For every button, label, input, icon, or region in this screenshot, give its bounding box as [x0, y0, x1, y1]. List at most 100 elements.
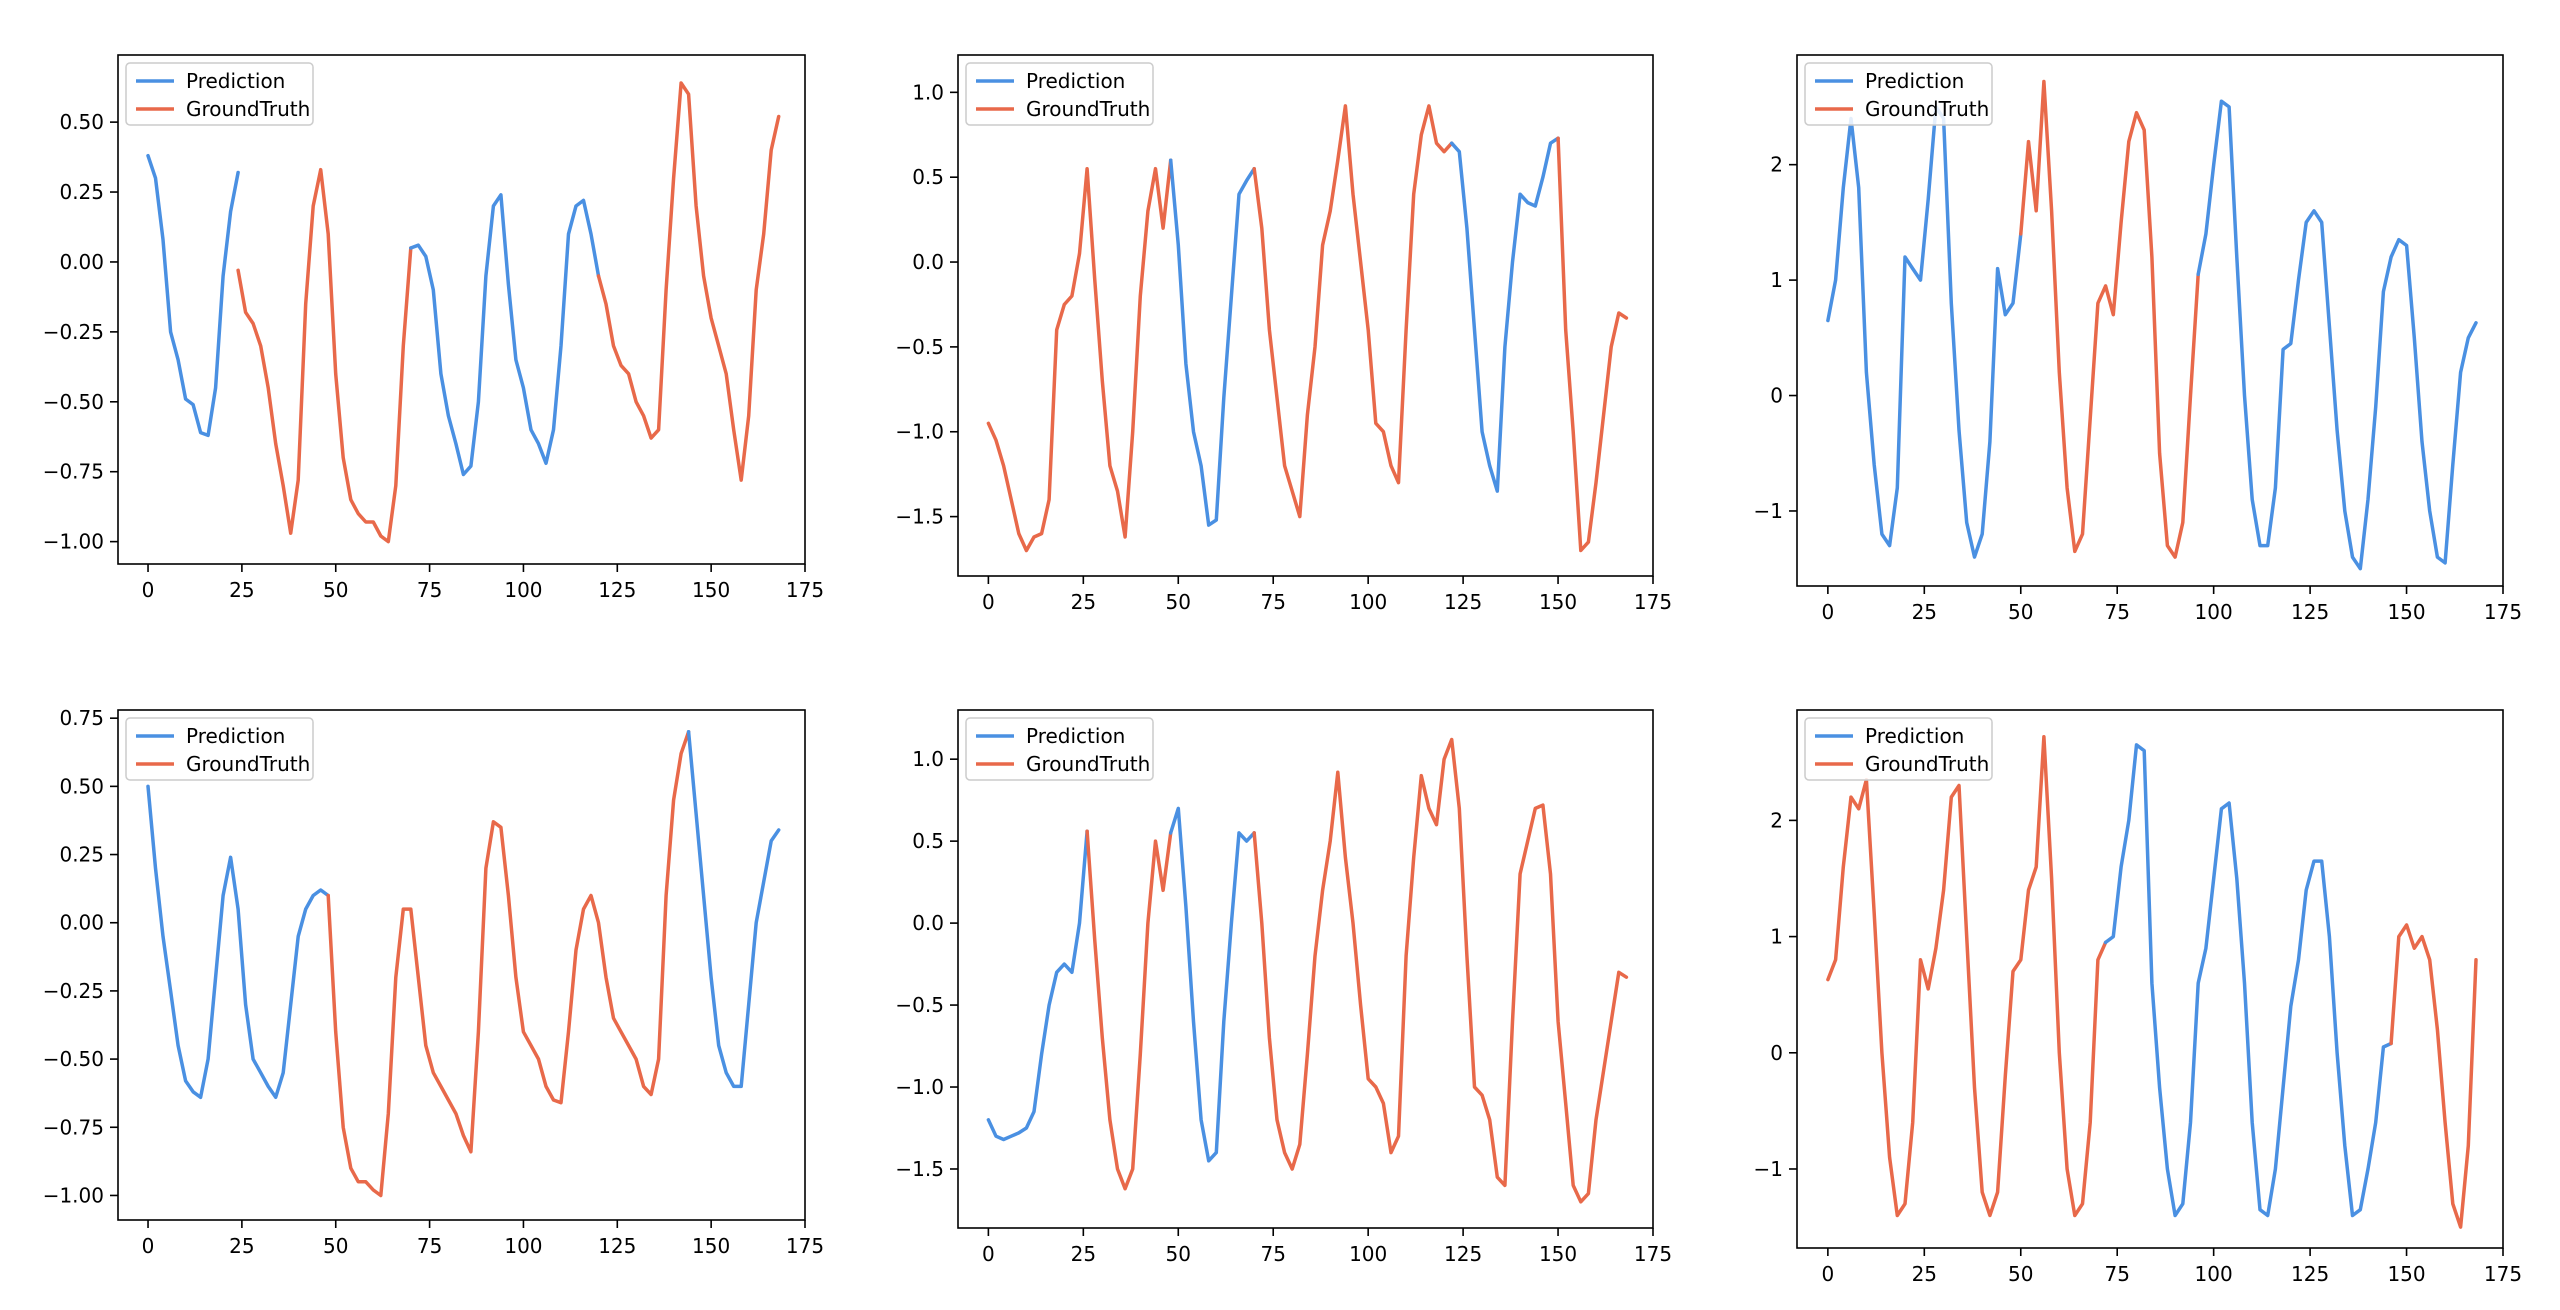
axes-frame: [117, 54, 806, 565]
y-tick-label: 0.5: [912, 829, 944, 853]
y-tick-label: 0.0: [912, 250, 944, 274]
y-tick-label: 0.25: [59, 180, 104, 204]
x-tick-label: 100: [504, 578, 542, 602]
groundtruth-legend-label: GroundTruth: [186, 752, 310, 776]
x-tick-label: 125: [2291, 600, 2329, 624]
prediction-series-line-1: [986, 829, 1089, 1142]
x-tick-label: 125: [1444, 590, 1482, 614]
x-tick-label: 175: [2484, 600, 2522, 624]
y-tick-label: −1.00: [43, 1183, 104, 1207]
x-tick-label: 175: [1634, 1242, 1672, 1266]
y-tick-label: 0.50: [59, 110, 104, 134]
x-tick-label: 150: [692, 578, 730, 602]
y-tick-label: 0.25: [59, 843, 104, 867]
x-tick-label: 175: [2484, 1262, 2522, 1286]
prediction-legend-label: Prediction: [1865, 724, 1964, 748]
y-tick-label: 0.5: [912, 165, 944, 189]
y-tick-label: 0: [1770, 1041, 1783, 1065]
groundtruth-series-line-1: [1826, 734, 2108, 1218]
y-tick-label: −0.5: [895, 335, 944, 359]
y-tick-label: 2: [1770, 808, 1783, 832]
groundtruth-series-line-2: [2019, 79, 2200, 559]
groundtruth-series-line-2: [326, 730, 691, 1198]
x-tick-label: 75: [417, 578, 442, 602]
legend: Prediction GroundTruth: [125, 717, 314, 781]
legend: Prediction GroundTruth: [1804, 62, 1993, 126]
groundtruth-series-line-1: [986, 158, 1173, 553]
prediction-series-line-3: [2196, 99, 2478, 571]
x-tick-label: 25: [1912, 1262, 1937, 1286]
x-tick-label: 75: [1260, 1242, 1285, 1266]
x-tick-label: 100: [1349, 1242, 1387, 1266]
prediction-series-line-1: [146, 153, 240, 438]
x-tick-label: 150: [1539, 1242, 1577, 1266]
groundtruth-series-line-2: [236, 167, 413, 544]
x-tick-label: 125: [598, 578, 636, 602]
chart-panel-2: 0 25 50 75 100 125 150 175 −1.5 −1.0 −0.5 0.0 0.5 1.0…: [895, 54, 1672, 614]
axes-frame: [957, 54, 1654, 577]
prediction-legend-label: Prediction: [186, 69, 285, 93]
prediction-series-line-3: [686, 730, 781, 1089]
axes-frame: [1796, 54, 2504, 587]
y-tick-label: −0.25: [43, 320, 104, 344]
x-tick-label: 50: [323, 578, 348, 602]
prediction-series-line-1: [1826, 105, 2023, 559]
chart-panel-5: 0 25 50 75 100 125 150 175 −1.5 −1.0 −0.5 0.0 0.5 1.0…: [895, 709, 1672, 1266]
prediction-series-line-4: [1449, 136, 1560, 493]
groundtruth-legend-label: GroundTruth: [1865, 97, 1989, 121]
y-tick-label: −0.5: [895, 993, 944, 1017]
x-tick-label: 100: [2195, 600, 2233, 624]
chart-panel-1: 0 25 50 75 100 125 150 175 −1.00 −0.75 −0.50 −0.25 0…: [43, 54, 824, 602]
y-tick-label: −0.75: [43, 1115, 104, 1139]
y-tick-label: 1.0: [912, 80, 944, 104]
axes-frame: [1796, 709, 2504, 1249]
x-tick-label: 75: [2104, 1262, 2129, 1286]
groundtruth-legend-label: GroundTruth: [1865, 752, 1989, 776]
x-tick-label: 25: [229, 1234, 254, 1258]
y-tick-label: −0.50: [43, 1047, 104, 1071]
x-tick-label: 0: [142, 1234, 155, 1258]
groundtruth-series-line-3: [2389, 923, 2478, 1229]
x-tick-label: 25: [1071, 590, 1096, 614]
y-tick-label: 0: [1770, 384, 1783, 408]
y-tick-label: −1.00: [43, 530, 104, 554]
groundtruth-legend-label: GroundTruth: [186, 97, 310, 121]
x-tick-label: 150: [692, 1234, 730, 1258]
chart-panel-3: 0 25 50 75 100 125 150 175 −1 0 1 2 Prediction Ground…: [1754, 54, 2522, 624]
prediction-series-line-1: [146, 784, 330, 1100]
y-tick-label: 0.50: [59, 774, 104, 798]
x-tick-label: 100: [2195, 1262, 2233, 1286]
y-tick-label: 1: [1770, 268, 1783, 292]
y-tick-label: −1.0: [895, 1075, 944, 1099]
y-tick-label: −0.25: [43, 979, 104, 1003]
axes-frame: [117, 709, 806, 1221]
legend: Prediction GroundTruth: [125, 62, 314, 126]
y-tick-label: −1: [1754, 499, 1783, 523]
x-tick-label: 50: [2008, 600, 2033, 624]
prediction-series-line-2: [2103, 743, 2393, 1218]
axes-frame: [957, 709, 1654, 1229]
x-tick-label: 150: [2387, 1262, 2425, 1286]
x-tick-label: 25: [1912, 600, 1937, 624]
x-tick-label: 0: [142, 578, 155, 602]
x-tick-label: 50: [323, 1234, 348, 1258]
y-tick-label: −1.5: [895, 1157, 944, 1181]
x-tick-label: 0: [982, 590, 995, 614]
y-tick-label: −1.0: [895, 420, 944, 444]
legend: Prediction GroundTruth: [1804, 717, 1993, 781]
groundtruth-series-line-5: [1556, 136, 1629, 553]
x-tick-label: 0: [1821, 1262, 1834, 1286]
y-tick-label: 0.00: [59, 911, 104, 935]
y-tick-label: −1: [1754, 1157, 1783, 1181]
prediction-series-line-2: [1168, 158, 1256, 527]
x-tick-label: 100: [1349, 590, 1387, 614]
x-tick-label: 75: [417, 1234, 442, 1258]
x-tick-label: 125: [2291, 1262, 2329, 1286]
x-tick-label: 25: [229, 578, 254, 602]
x-tick-label: 0: [1821, 600, 1834, 624]
prediction-legend-label: Prediction: [186, 724, 285, 748]
y-tick-label: −0.75: [43, 460, 104, 484]
y-tick-label: −1.5: [895, 505, 944, 529]
x-tick-label: 125: [1444, 1242, 1482, 1266]
